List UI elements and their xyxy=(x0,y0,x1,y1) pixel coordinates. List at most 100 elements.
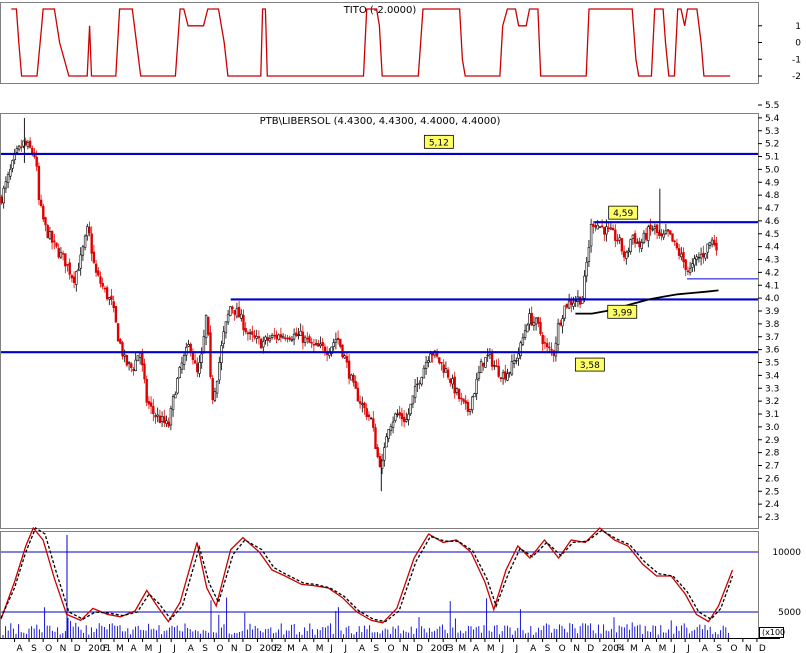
candle xyxy=(587,239,591,267)
candle xyxy=(189,342,192,357)
candle xyxy=(578,296,582,309)
candle xyxy=(306,332,309,344)
x-tick-label: O xyxy=(216,644,223,653)
x-tick-label: M xyxy=(316,644,324,653)
candle xyxy=(110,288,113,306)
x-tick-label: J xyxy=(515,644,519,653)
candle xyxy=(46,224,49,239)
candle xyxy=(710,236,714,248)
candle xyxy=(574,295,577,308)
candle xyxy=(57,243,60,259)
candle xyxy=(44,216,47,232)
candle xyxy=(246,330,250,341)
candle xyxy=(200,347,203,369)
candle xyxy=(600,219,604,229)
candle xyxy=(108,297,111,306)
candle xyxy=(680,246,683,261)
candle xyxy=(81,244,85,261)
candle xyxy=(455,387,459,396)
candle xyxy=(407,408,410,426)
candle xyxy=(174,391,177,399)
x-tick-label: J xyxy=(329,644,333,653)
x-tick-label: 2001 xyxy=(88,644,111,653)
candle xyxy=(83,234,87,251)
price-panel-frame xyxy=(0,113,759,529)
oscillator-main-line xyxy=(0,526,734,624)
candle xyxy=(488,348,492,360)
support-resistance-levels xyxy=(1,152,758,354)
candle xyxy=(152,399,155,422)
candle xyxy=(506,368,509,382)
candle xyxy=(636,238,639,244)
candle xyxy=(664,223,668,236)
candle xyxy=(468,408,472,416)
price-y-tick-label: 2.4 xyxy=(765,500,780,510)
candle xyxy=(376,444,379,459)
unit-label-box: (x100 xyxy=(759,627,785,638)
oscillator-y-axis: 10000 5000 xyxy=(772,548,801,618)
candle xyxy=(457,388,461,402)
candle xyxy=(13,149,16,165)
candle xyxy=(297,327,300,340)
candle xyxy=(556,318,560,351)
price-y-tick-label: 4.8 xyxy=(765,191,780,201)
candle xyxy=(277,333,280,341)
candle xyxy=(125,354,129,367)
candle xyxy=(154,412,157,424)
candle xyxy=(449,377,452,387)
price-y-tick-label: 4.7 xyxy=(765,204,779,214)
candle xyxy=(618,234,621,244)
candle xyxy=(321,337,324,351)
candle xyxy=(651,225,654,232)
candle xyxy=(411,395,415,409)
x-tick-label: A xyxy=(702,644,709,653)
candle xyxy=(534,316,538,331)
candle xyxy=(486,348,489,362)
candle xyxy=(145,375,148,407)
candle xyxy=(638,237,641,253)
candle xyxy=(301,325,305,350)
candle xyxy=(244,322,247,335)
candle xyxy=(383,442,386,467)
candle xyxy=(440,362,443,371)
candle xyxy=(603,226,606,242)
price-y-tick-label: 2.5 xyxy=(765,487,779,497)
candle xyxy=(530,306,533,327)
candle xyxy=(499,377,503,383)
x-tick-label: A xyxy=(131,644,138,653)
candle xyxy=(585,256,588,283)
candle xyxy=(79,247,82,276)
unit-label: (x100 xyxy=(762,628,785,637)
price-y-tick-label: 2.7 xyxy=(765,462,779,472)
candle xyxy=(418,380,421,390)
x-tick-label: D xyxy=(587,644,594,653)
candle xyxy=(442,359,445,378)
candle xyxy=(136,355,140,362)
candle xyxy=(99,271,102,288)
candle xyxy=(255,329,258,344)
candle xyxy=(682,247,685,269)
price-y-tick-label: 3.4 xyxy=(765,371,780,381)
candle xyxy=(160,411,164,427)
candle xyxy=(28,137,32,149)
x-tick-label: N xyxy=(745,644,752,653)
candle xyxy=(466,399,470,416)
candle xyxy=(224,321,228,339)
candle xyxy=(517,347,520,366)
candle xyxy=(264,335,267,345)
candle xyxy=(284,334,287,342)
candle xyxy=(519,340,522,360)
candle xyxy=(363,401,366,415)
price-y-tick-label: 2.9 xyxy=(765,436,780,446)
candle xyxy=(273,327,276,340)
price-y-tick-label: 3.6 xyxy=(765,346,780,356)
volume-bars xyxy=(2,535,729,638)
candle xyxy=(699,247,703,266)
price-y-tick-label: 2.8 xyxy=(765,449,780,459)
candle xyxy=(655,224,659,240)
candle xyxy=(226,309,230,326)
candle xyxy=(259,337,263,349)
x-tick-label: N xyxy=(573,644,580,653)
candle xyxy=(312,338,316,353)
